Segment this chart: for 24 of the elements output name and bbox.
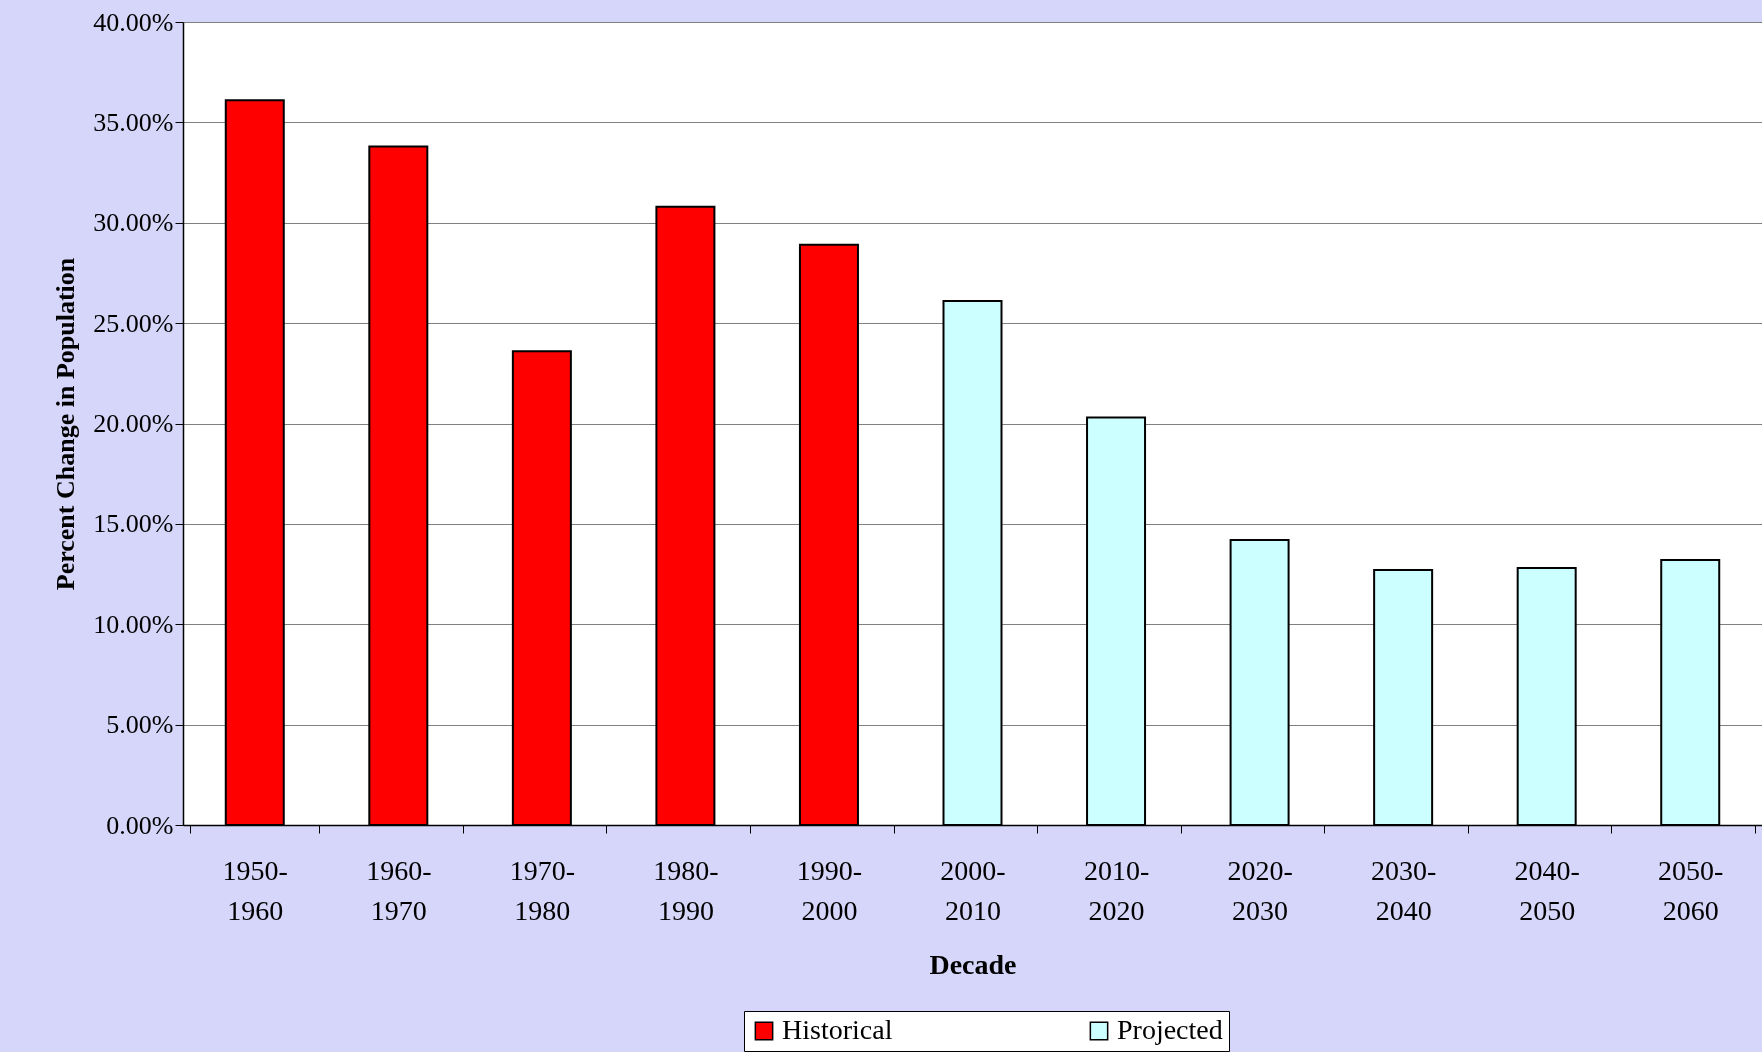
x-tick-label: 1990-2000 [796, 854, 863, 926]
x-tick-label: 2020-2030 [1227, 854, 1293, 926]
x-tick-label: 2010-2020 [1083, 854, 1150, 926]
x-tick-label: 1950-1960 [222, 854, 288, 926]
x-tick-label: 1980-1990 [653, 854, 719, 926]
y-tick-label: 35.00% [93, 107, 174, 137]
x-tick-label: 2050-2060 [1658, 854, 1724, 926]
y-tick-label: 40.00% [93, 7, 174, 37]
y-tick-label: 20.00% [93, 409, 174, 438]
x-tick-label: 1960-1970 [366, 854, 432, 926]
x-tick-label: 2040-2050 [1514, 854, 1580, 926]
y-axis-title: Percent Change in Population [51, 257, 81, 591]
x-axis-title: Decade [929, 948, 1017, 980]
y-tick-label: 15.00% [93, 509, 174, 539]
x-tick-label: 1970-1980 [509, 854, 576, 926]
x-tick-label: 2030-2040 [1370, 854, 1437, 926]
legend-label: Projected [1117, 1014, 1223, 1045]
y-tick-label: 25.00% [93, 308, 174, 338]
y-tick-label: 10.00% [93, 609, 174, 639]
x-tick-label: 2000-2010 [940, 854, 1006, 926]
legend-label: Historical [782, 1014, 893, 1045]
y-tick-label: 30.00% [93, 208, 174, 238]
y-tick-label: 0.00% [106, 810, 174, 840]
y-tick-label: 5.00% [106, 710, 174, 740]
